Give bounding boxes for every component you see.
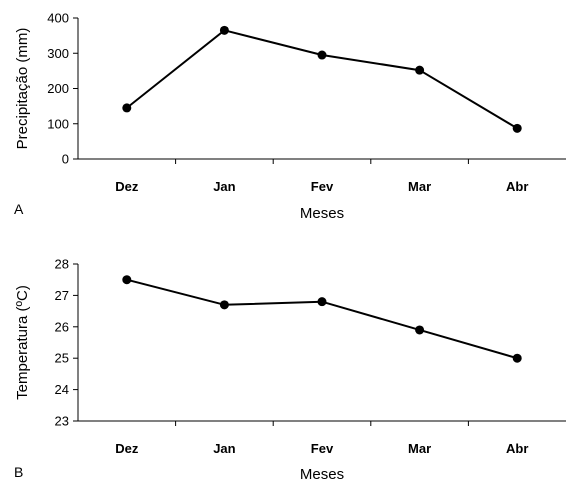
y-tick-label: 25	[55, 351, 69, 366]
y-tick-label: 23	[55, 414, 69, 429]
y-axis-label: Temperatura (ºC)	[14, 285, 31, 400]
y-tick-label: 400	[47, 11, 69, 26]
y-tick-label: 300	[47, 46, 69, 61]
x-tick-label: Abr	[506, 441, 528, 456]
y-tick-label: 200	[47, 81, 69, 96]
data-point	[512, 123, 522, 133]
x-tick-label: Jan	[213, 179, 235, 194]
data-point	[122, 275, 132, 285]
x-tick-label: Fev	[311, 179, 334, 194]
data-point	[219, 25, 229, 35]
data-point	[415, 65, 425, 75]
x-axis-label: Meses	[300, 205, 344, 222]
panel-label: A	[14, 201, 24, 217]
data-point	[415, 325, 425, 335]
y-axis-label: Precipitação (mm)	[14, 28, 31, 150]
data-point	[122, 103, 132, 113]
data-point	[219, 300, 229, 310]
temperature-panel: 23 24 25 26 27 28 Dez Jan Fev Mar Abr Meses Temperat…	[14, 257, 566, 483]
x-tick-label: Fev	[311, 441, 334, 456]
x-tick-label: Abr	[506, 179, 528, 194]
x-axis-label: Meses	[300, 466, 344, 483]
series-line	[126, 278, 518, 360]
data-point	[317, 50, 327, 60]
y-tick-label: 0	[62, 152, 69, 167]
y-tick-label: 24	[55, 382, 69, 397]
precipitation-panel: 0 100 200 300 400 Dez Jan Fev Mar Abr Meses Precipi…	[14, 11, 566, 222]
x-tick-label: Dez	[115, 179, 139, 194]
data-point	[317, 297, 327, 307]
x-tick-label: Mar	[408, 179, 431, 194]
panel-label: B	[14, 464, 23, 480]
y-tick-label: 28	[55, 257, 69, 272]
x-tick-label: Jan	[213, 441, 235, 456]
y-tick-label: 100	[47, 116, 69, 131]
series-line	[126, 29, 518, 130]
data-point	[512, 353, 522, 363]
x-tick-label: Mar	[408, 441, 431, 456]
x-tick-label: Dez	[115, 441, 139, 456]
y-tick-label: 27	[55, 288, 69, 303]
y-tick-label: 26	[55, 319, 69, 334]
